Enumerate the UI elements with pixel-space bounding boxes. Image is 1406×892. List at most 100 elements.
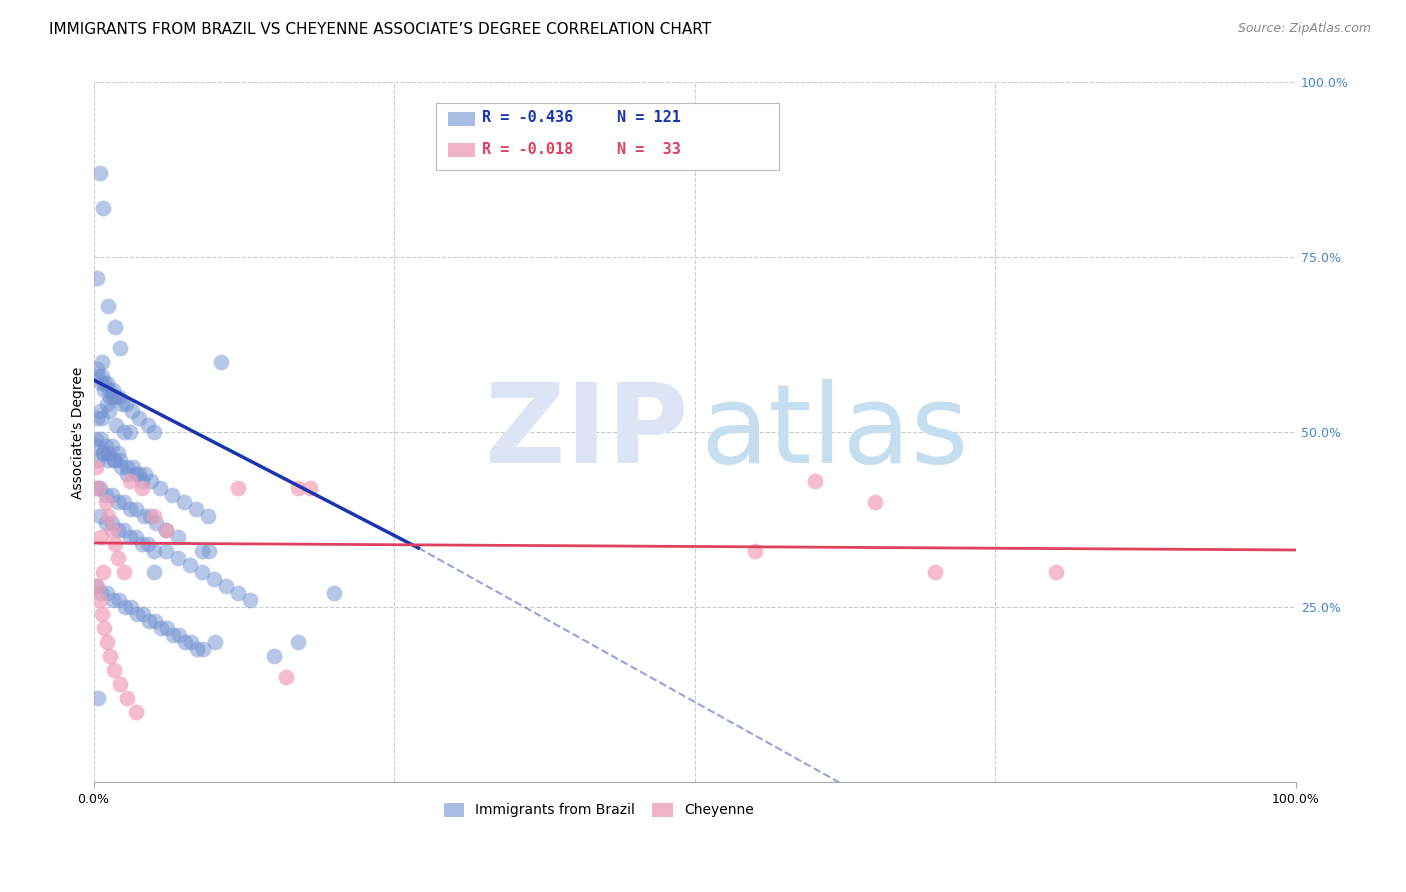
- Point: [124, 467, 146, 482]
- Point: [97, 446, 120, 460]
- Point: [90, 530, 112, 544]
- Point: [186, 642, 208, 657]
- Point: [136, 537, 159, 551]
- Text: ZIP: ZIP: [485, 379, 689, 486]
- Point: [204, 635, 226, 649]
- Point: [108, 593, 131, 607]
- Point: [89, 482, 111, 496]
- Point: [110, 460, 132, 475]
- Text: R = -0.018: R = -0.018: [482, 142, 574, 157]
- Point: [84, 433, 107, 447]
- Text: N =  33: N = 33: [617, 142, 681, 157]
- Point: [98, 384, 121, 398]
- Point: [111, 397, 134, 411]
- Point: [93, 384, 115, 398]
- Point: [263, 649, 285, 664]
- Point: [91, 607, 114, 622]
- Point: [91, 446, 114, 460]
- Point: [167, 628, 190, 642]
- Text: atlas: atlas: [700, 379, 969, 486]
- Point: [91, 566, 114, 580]
- Y-axis label: Associate's Degree: Associate's Degree: [72, 367, 86, 499]
- Point: [87, 453, 110, 467]
- Point: [96, 376, 118, 391]
- Point: [90, 376, 112, 391]
- Bar: [449, 112, 475, 126]
- Point: [105, 418, 128, 433]
- Point: [134, 467, 156, 482]
- Text: IMMIGRANTS FROM BRAZIL VS CHEYENNE ASSOCIATE’S DEGREE CORRELATION CHART: IMMIGRANTS FROM BRAZIL VS CHEYENNE ASSOC…: [49, 22, 711, 37]
- Point: [87, 482, 110, 496]
- Point: [142, 509, 165, 524]
- Text: N = 121: N = 121: [617, 111, 681, 126]
- Point: [89, 404, 111, 418]
- Point: [93, 621, 115, 635]
- Point: [124, 530, 146, 544]
- Point: [104, 391, 127, 405]
- Point: [132, 607, 155, 622]
- Point: [155, 524, 177, 538]
- Point: [117, 467, 139, 482]
- Point: [100, 391, 122, 405]
- Point: [226, 482, 249, 496]
- Point: [155, 524, 177, 538]
- Point: [98, 404, 121, 418]
- Point: [101, 593, 124, 607]
- Point: [117, 691, 139, 706]
- Point: [143, 615, 166, 629]
- Point: [91, 202, 114, 216]
- Point: [104, 537, 127, 551]
- Point: [1045, 566, 1067, 580]
- Point: [87, 369, 110, 384]
- Point: [136, 418, 159, 433]
- Point: [131, 475, 153, 489]
- Point: [97, 509, 120, 524]
- Bar: [449, 144, 475, 157]
- Point: [299, 482, 322, 496]
- Point: [124, 706, 146, 720]
- Point: [103, 453, 125, 467]
- Point: [100, 488, 122, 502]
- Point: [155, 544, 177, 558]
- Point: [91, 355, 114, 369]
- Point: [131, 482, 153, 496]
- Point: [96, 635, 118, 649]
- Point: [90, 433, 112, 447]
- Point: [91, 446, 114, 460]
- Point: [239, 593, 262, 607]
- Point: [97, 453, 120, 467]
- Point: [180, 635, 202, 649]
- Point: [107, 524, 129, 538]
- FancyBboxPatch shape: [436, 103, 779, 170]
- Point: [142, 425, 165, 440]
- Point: [191, 566, 214, 580]
- Point: [274, 670, 297, 684]
- Point: [91, 369, 114, 384]
- Point: [103, 453, 125, 467]
- Point: [91, 411, 114, 425]
- Point: [128, 411, 150, 425]
- Point: [108, 677, 131, 691]
- Point: [86, 579, 108, 593]
- Point: [139, 509, 162, 524]
- Point: [124, 502, 146, 516]
- Point: [94, 516, 117, 531]
- Point: [96, 586, 118, 600]
- Point: [160, 488, 183, 502]
- Point: [215, 579, 238, 593]
- Point: [100, 649, 122, 664]
- Point: [118, 425, 141, 440]
- Point: [141, 475, 163, 489]
- Point: [112, 425, 135, 440]
- Point: [103, 664, 125, 678]
- Point: [122, 460, 145, 475]
- Point: [128, 467, 150, 482]
- Point: [184, 502, 207, 516]
- Point: [115, 397, 138, 411]
- Point: [287, 635, 309, 649]
- Point: [108, 391, 131, 405]
- Point: [131, 537, 153, 551]
- Point: [100, 439, 122, 453]
- Point: [101, 391, 124, 405]
- Point: [104, 320, 127, 334]
